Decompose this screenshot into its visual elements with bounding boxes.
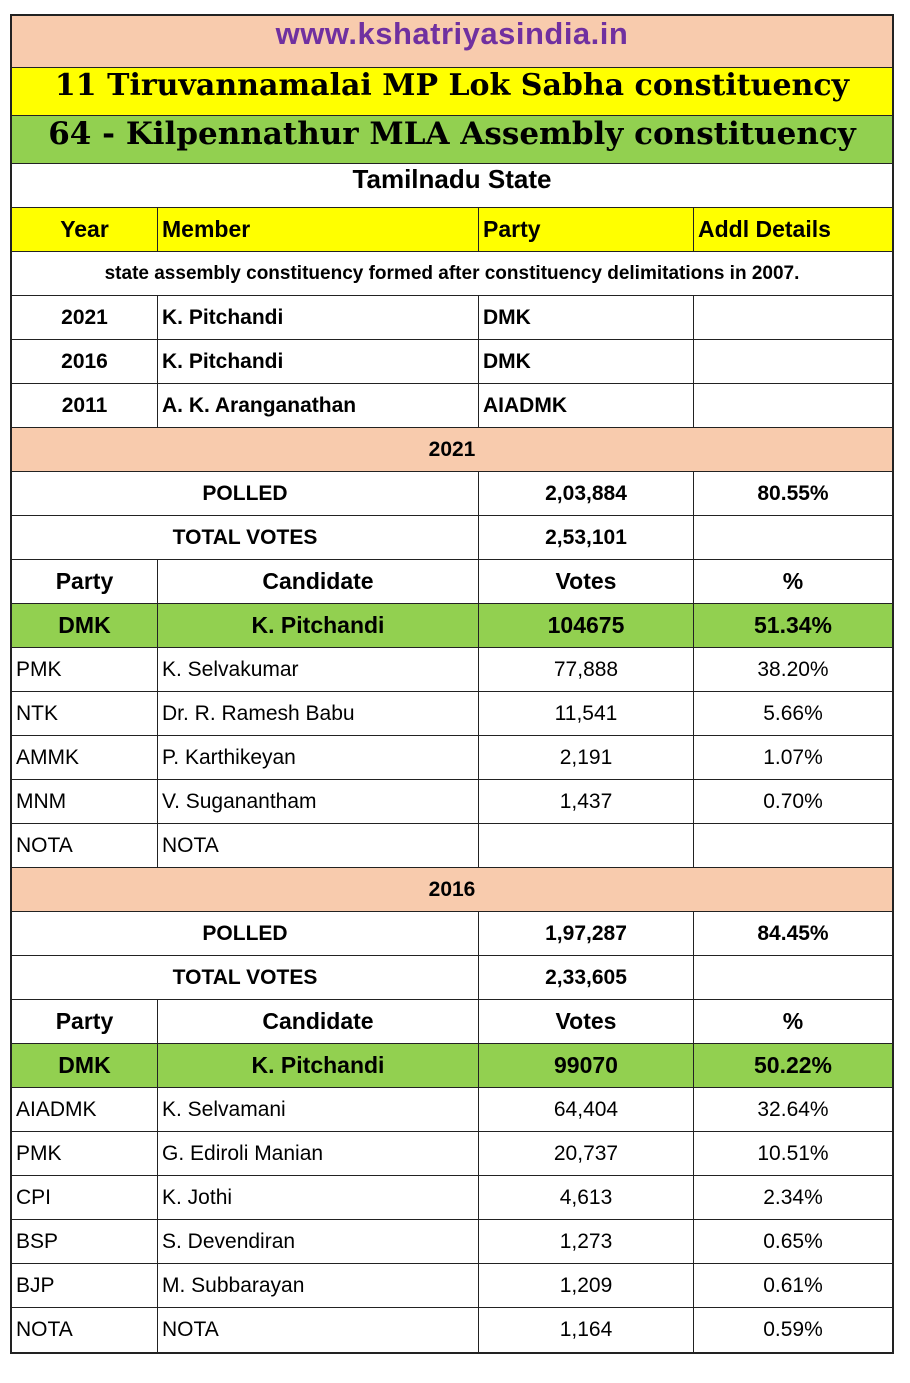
site-url[interactable]: www.kshatriyasindia.in — [275, 16, 629, 51]
col-addl-details: Addl Details — [698, 216, 831, 242]
col-member: Member — [158, 208, 479, 251]
delimitation-note: state assembly constituency formed after… — [104, 262, 800, 284]
col-party: Party — [479, 208, 694, 251]
candidate-row: BJP M. Subbarayan 1,209 0.61% — [12, 1264, 892, 1308]
candidate-row: AIADMK K. Selvamani 64,404 32.64% — [12, 1088, 892, 1132]
candidate-row: NOTA NOTA 1,164 0.59% — [12, 1308, 892, 1352]
mp-constituency-title: 11 Tiruvannamalai MP Lok Sabha constitue… — [12, 68, 892, 116]
polled-percent: 80.55% — [757, 481, 829, 505]
results-header-row: Party Candidate Votes % — [12, 1000, 892, 1044]
election-year: 2021 — [428, 437, 476, 461]
candidate-row: NOTA NOTA — [12, 824, 892, 868]
winner-row: DMK K. Pitchandi 99070 50.22% — [12, 1044, 892, 1088]
total-votes-row: TOTAL VOTES 2,53,101 — [12, 516, 892, 560]
candidate-row: NTK Dr. R. Ramesh Babu 11,541 5.66% — [12, 692, 892, 736]
candidate-row: CPI K. Jothi 4,613 2.34% — [12, 1176, 892, 1220]
election-sheet: www.kshatriyasindia.in 11 Tiruvannamalai… — [10, 14, 894, 1354]
winner-row: DMK K. Pitchandi 104675 51.34% — [12, 604, 892, 648]
election-year: 2016 — [428, 877, 476, 901]
member-row: 2021 K. Pitchandi DMK — [12, 296, 892, 340]
polled-row: POLLED 2,03,884 80.55% — [12, 472, 892, 516]
polled-votes: 2,03,884 — [479, 472, 694, 515]
members-header-row: Year Member Party Addl Details — [12, 208, 892, 252]
total-votes-row: TOTAL VOTES 2,33,605 — [12, 956, 892, 1000]
total-votes: 2,53,101 — [479, 516, 694, 559]
polled-row: POLLED 1,97,287 84.45% — [12, 912, 892, 956]
mla-constituency-title: 64 - Kilpennathur MLA Assembly constitue… — [12, 116, 892, 164]
election-year-row-2016: 2016 — [12, 868, 892, 912]
candidate-row: BSP S. Devendiran 1,273 0.65% — [12, 1220, 892, 1264]
election-year-row-2021: 2021 — [12, 428, 892, 472]
polled-votes: 1,97,287 — [479, 912, 694, 955]
candidate-row: PMK G. Ediroli Manian 20,737 10.51% — [12, 1132, 892, 1176]
total-votes: 2,33,605 — [479, 956, 694, 999]
candidate-row: PMK K. Selvakumar 77,888 38.20% — [12, 648, 892, 692]
candidate-row: MNM V. Suganantham 1,437 0.70% — [12, 780, 892, 824]
member-row: 2016 K. Pitchandi DMK — [12, 340, 892, 384]
polled-percent: 84.45% — [757, 921, 829, 945]
results-header-row: Party Candidate Votes % — [12, 560, 892, 604]
candidate-row: AMMK P. Karthikeyan 2,191 1.07% — [12, 736, 892, 780]
member-row: 2011 A. K. Aranganathan AIADMK — [12, 384, 892, 428]
col-year: Year — [12, 208, 158, 251]
members-note-row: state assembly constituency formed after… — [12, 252, 892, 296]
site-banner: www.kshatriyasindia.in — [12, 16, 892, 68]
state-title: Tamilnadu State — [12, 164, 892, 208]
